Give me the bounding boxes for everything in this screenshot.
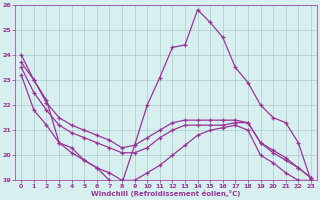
X-axis label: Windchill (Refroidissement éolien,°C): Windchill (Refroidissement éolien,°C) (92, 190, 241, 197)
